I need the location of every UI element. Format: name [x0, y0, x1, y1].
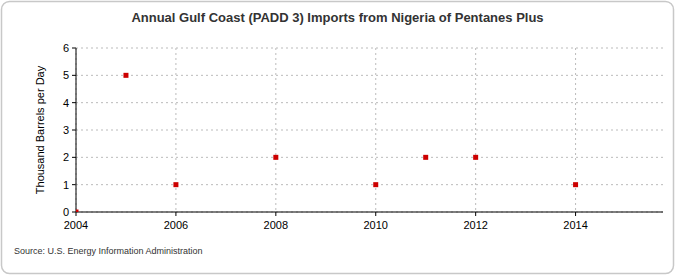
x-tick-label: 2010 — [364, 219, 388, 231]
y-grid — [76, 157, 663, 158]
y-grid — [76, 212, 663, 213]
chart-svg: Annual Gulf Coast (PADD 3) Imports from … — [0, 0, 675, 275]
y-grid — [76, 130, 663, 131]
y-tick — [72, 157, 76, 158]
x-tick-label: 2014 — [563, 219, 587, 231]
x-tick-label: 2004 — [64, 219, 88, 231]
y-tick-label: 6 — [63, 42, 69, 54]
point — [76, 210, 79, 213]
y-tick — [72, 75, 76, 76]
x-tick — [375, 212, 376, 216]
x-tick-label: 2008 — [264, 219, 288, 231]
point — [573, 182, 578, 187]
marks — [76, 73, 578, 212]
x-grid — [475, 48, 476, 212]
point — [123, 73, 128, 78]
x-grid — [575, 48, 576, 212]
point — [173, 182, 178, 187]
x-tick-label: 2006 — [164, 219, 188, 231]
x-grid — [175, 48, 176, 212]
y-tick — [72, 130, 76, 131]
x-tick — [575, 212, 576, 216]
y-tick — [72, 48, 76, 49]
y-axis — [76, 48, 77, 212]
y-tick — [72, 184, 76, 185]
y-tick-label: 1 — [63, 179, 69, 191]
point — [273, 155, 278, 160]
y-label: Thousand Barrels per Day — [34, 65, 46, 194]
point — [373, 182, 378, 187]
x-grid — [275, 48, 276, 212]
x-tick — [76, 212, 77, 216]
y-grid — [76, 75, 663, 76]
chart-root: Annual Gulf Coast (PADD 3) Imports from … — [0, 0, 675, 275]
x-grid — [375, 48, 376, 212]
y-tick-label: 0 — [63, 206, 69, 218]
y-tick-label: 2 — [63, 151, 69, 163]
x-tick — [475, 212, 476, 216]
x-grid — [76, 48, 77, 212]
y-tick-label: 5 — [63, 69, 69, 81]
y-tick-label: 3 — [63, 124, 69, 136]
point — [423, 155, 428, 160]
x-tick — [175, 212, 176, 216]
frame — [2, 2, 674, 274]
plot-area — [76, 48, 663, 212]
source: Source: U.S. Energy Information Administ… — [14, 246, 203, 256]
x-tick-label: 2012 — [463, 219, 487, 231]
x-axis — [76, 212, 663, 213]
y-tick — [72, 212, 76, 213]
y-tick — [72, 102, 76, 103]
x-tick — [275, 212, 276, 216]
y-grid — [76, 102, 663, 103]
point — [473, 155, 478, 160]
y-tick-label: 4 — [63, 97, 69, 109]
y-grid — [76, 48, 663, 49]
title: Annual Gulf Coast (PADD 3) Imports from … — [131, 10, 543, 25]
